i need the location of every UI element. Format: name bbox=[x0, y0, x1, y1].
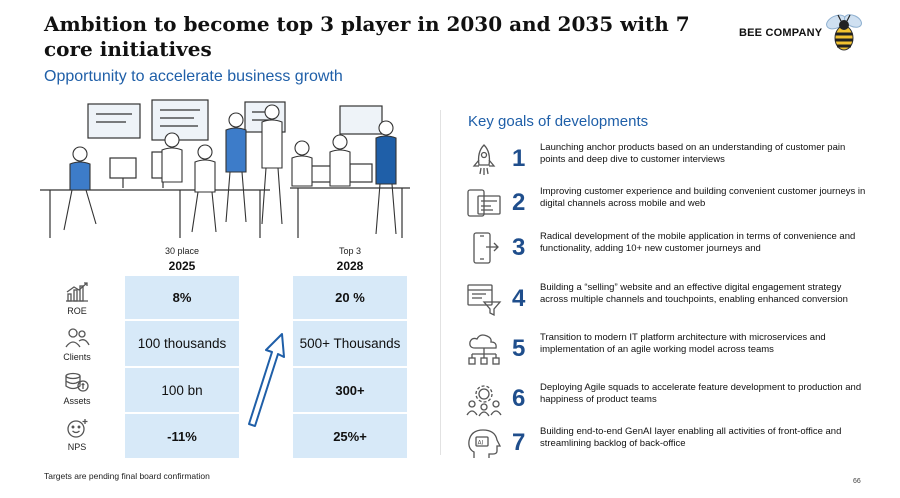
bee-logo-icon bbox=[826, 14, 862, 51]
roe-row-header: ROE bbox=[52, 281, 102, 316]
target-roe-value: 20 % bbox=[293, 276, 407, 319]
target-column-header: Top 3 2028 bbox=[291, 246, 409, 273]
mobile-app-icon bbox=[473, 232, 499, 264]
goal-item: 2 Improving customer experience and buil… bbox=[466, 186, 866, 226]
slide-title: Ambition to become top 3 player in 2030 … bbox=[44, 12, 690, 61]
clients-label: Clients bbox=[63, 352, 91, 362]
current-roe-value: 8% bbox=[125, 276, 239, 319]
website-funnel-icon bbox=[467, 284, 502, 317]
current-column-header: 30 place 2025 bbox=[123, 246, 241, 273]
smiley-icon bbox=[67, 419, 88, 438]
goal-text: Improving customer experience and buildi… bbox=[540, 186, 866, 209]
goals-title: Key goals of developments bbox=[468, 113, 649, 130]
goal-number: 4 bbox=[512, 285, 526, 312]
target-assets-value: 300+ bbox=[293, 368, 407, 412]
people-icon bbox=[65, 328, 90, 348]
page-number: 66 bbox=[853, 478, 861, 485]
goal-text: Transition to modern IT platform archite… bbox=[540, 332, 826, 355]
goal-text: Building end-to-end GenAI layer enabling… bbox=[540, 426, 842, 449]
column-divider bbox=[440, 110, 441, 455]
office-team-illustration bbox=[40, 99, 410, 238]
target-place-label: Top 3 bbox=[338, 246, 362, 256]
goal-item: 5 Transition to modern IT platform archi… bbox=[466, 332, 866, 372]
goal-number: 5 bbox=[512, 335, 526, 362]
growth-arrow-icon bbox=[248, 333, 285, 427]
current-assets-value: 100 bn bbox=[125, 368, 239, 412]
goal-number: 1 bbox=[512, 145, 526, 172]
goal-item: 4 Building a “selling” website and an ef… bbox=[466, 282, 866, 322]
current-clients-value: 100 thousands bbox=[125, 321, 239, 366]
coins-icon bbox=[65, 372, 89, 392]
goal-item: AI 7 Building end-to-end GenAI layer ena… bbox=[466, 426, 866, 466]
goal-item: 6 Deploying Agile squads to accelerate f… bbox=[466, 382, 866, 422]
goal-number: 6 bbox=[512, 385, 526, 412]
bar-chart-icon bbox=[66, 282, 88, 302]
goal-item: 3 Radical development of the mobile appl… bbox=[466, 231, 866, 271]
team-gear-icon bbox=[466, 385, 502, 417]
svg-text:AI: AI bbox=[478, 440, 484, 447]
nps-label: NPS bbox=[67, 442, 87, 452]
clients-row-header: Clients bbox=[52, 327, 102, 362]
target-nps-value: 25%+ bbox=[293, 414, 407, 458]
target-year-label: 2028 bbox=[336, 259, 364, 273]
current-place-label: 30 place bbox=[164, 246, 200, 256]
goal-text: Launching anchor products based on an un… bbox=[540, 142, 846, 165]
assets-label: Assets bbox=[63, 396, 91, 406]
footnote: Targets are pending final board confirma… bbox=[44, 471, 210, 481]
current-nps-value: -11% bbox=[125, 414, 239, 458]
slide-subtitle: Opportunity to accelerate business growt… bbox=[44, 68, 343, 85]
goal-text: Deploying Agile squads to accelerate fea… bbox=[540, 382, 862, 405]
goal-text: Radical development of the mobile applic… bbox=[540, 231, 856, 254]
goal-number: 2 bbox=[512, 189, 526, 216]
devices-icon bbox=[467, 189, 501, 217]
cloud-network-icon bbox=[468, 334, 500, 365]
target-clients-value: 500+ Thousands bbox=[293, 321, 407, 366]
brand-name: BEE COMPANY bbox=[739, 27, 823, 39]
current-year-label: 2025 bbox=[168, 259, 196, 273]
ai-head-icon: AI bbox=[468, 429, 502, 458]
goal-number: 3 bbox=[512, 234, 526, 261]
nps-row-header: NPS bbox=[52, 417, 102, 452]
goal-text: Building a “selling” website and an effe… bbox=[540, 282, 848, 305]
rocket-icon bbox=[472, 144, 496, 175]
roe-label: ROE bbox=[67, 306, 87, 316]
assets-row-header: Assets bbox=[52, 371, 102, 406]
goal-item: 1 Launching anchor products based on an … bbox=[466, 142, 866, 182]
goal-number: 7 bbox=[512, 429, 526, 456]
